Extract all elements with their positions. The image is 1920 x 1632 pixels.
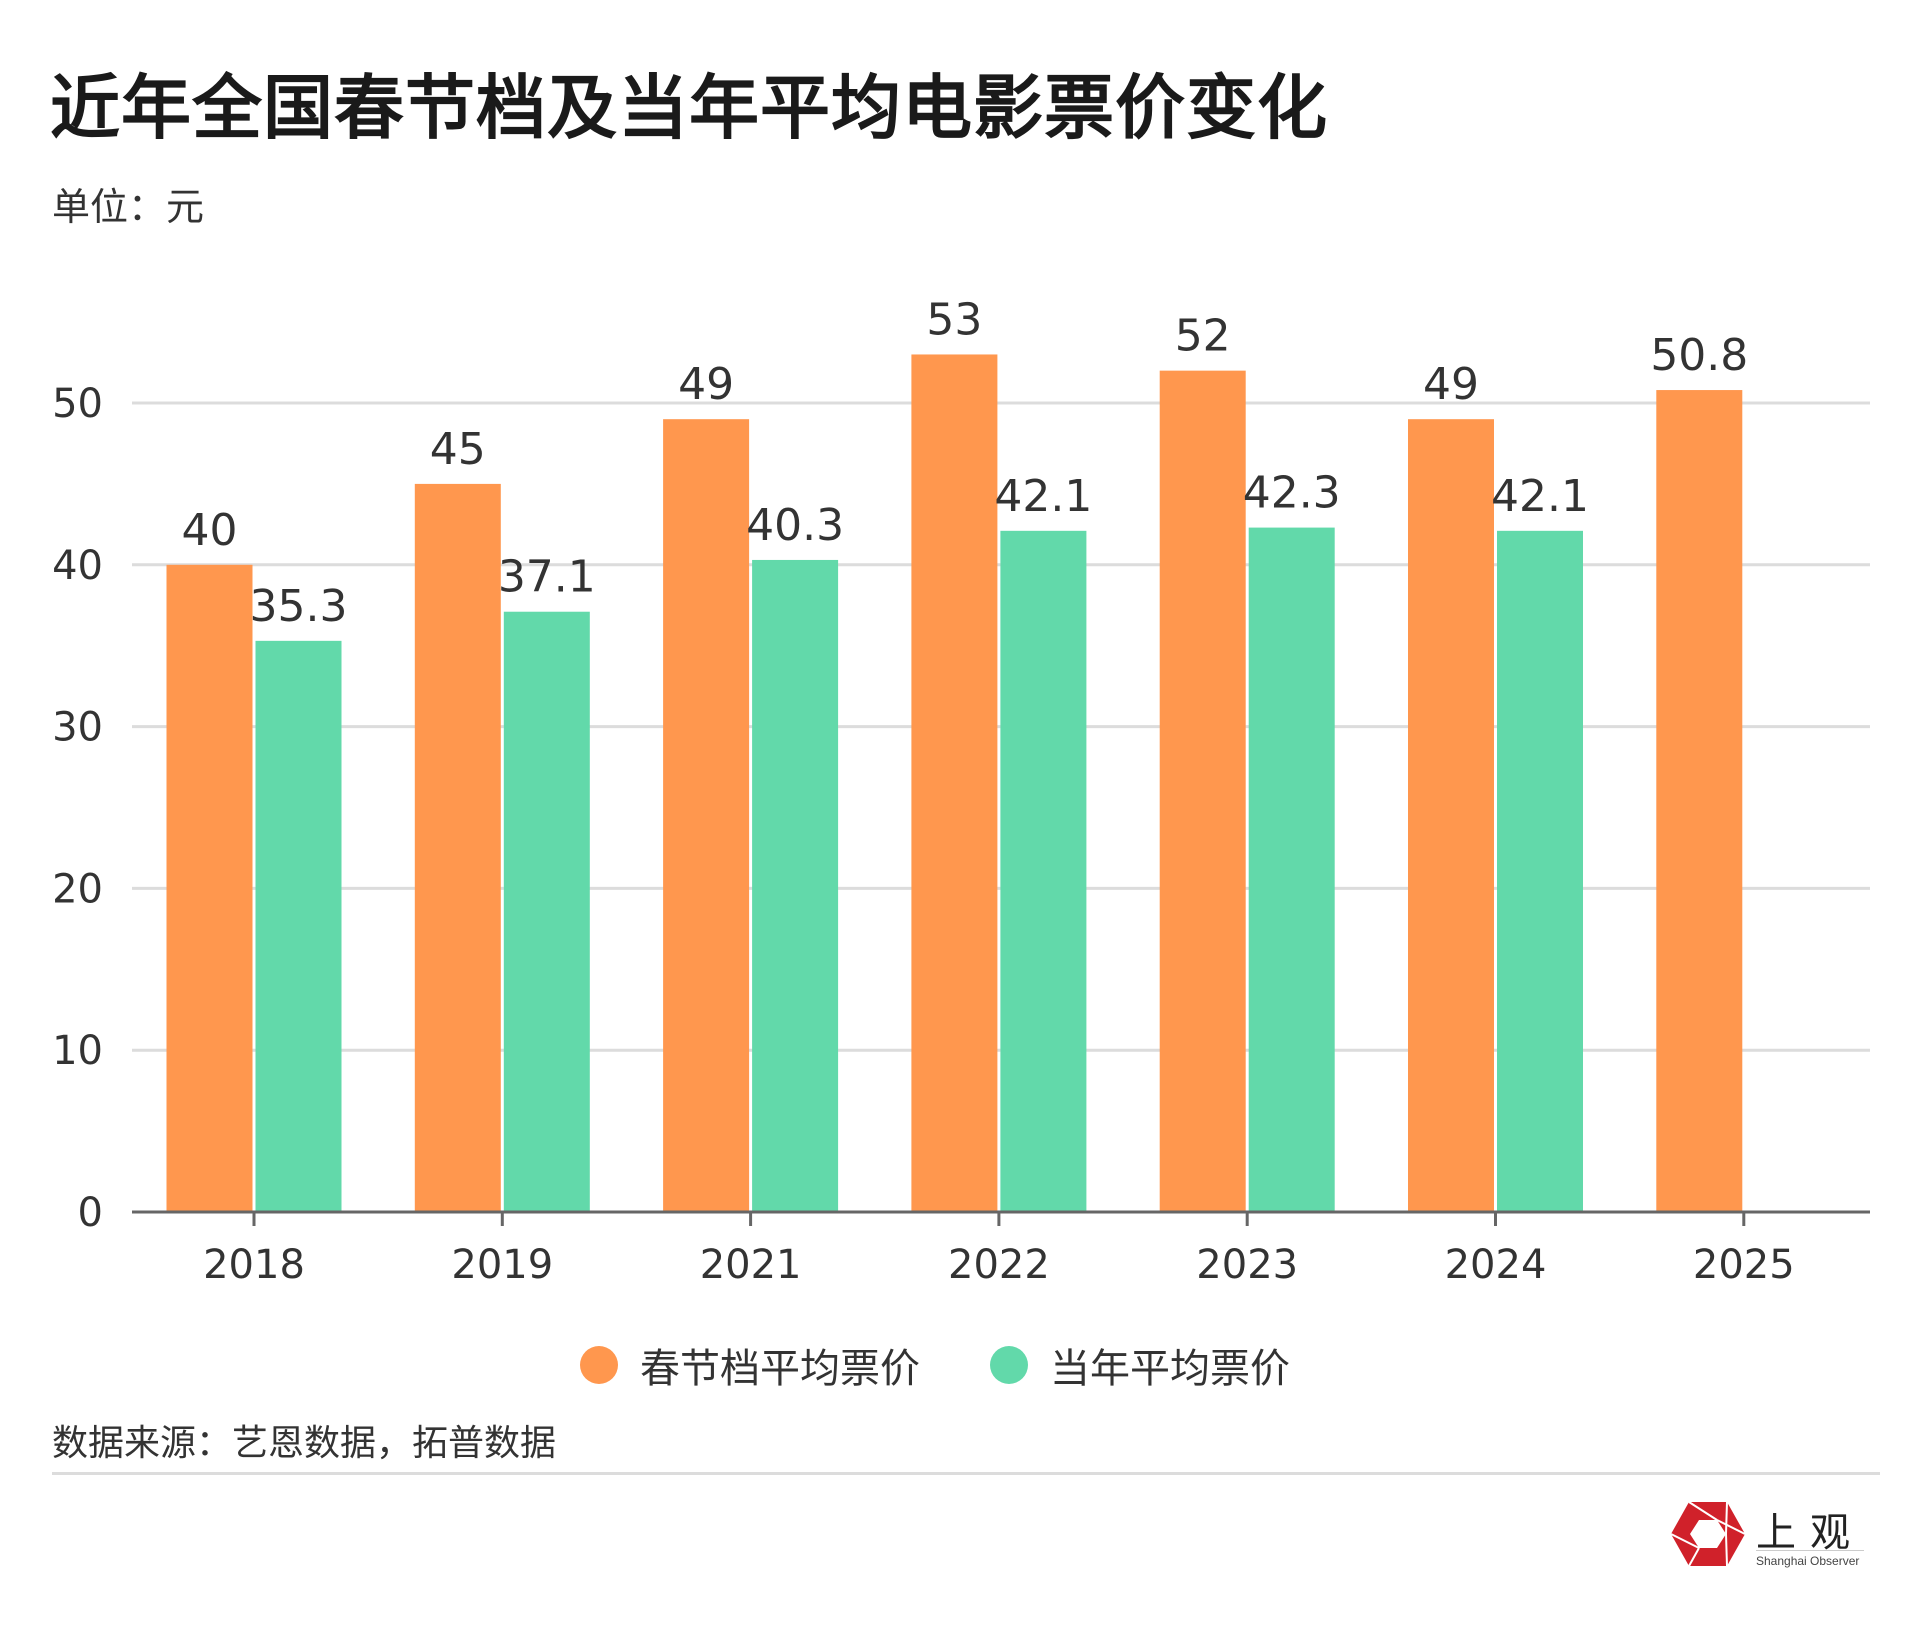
legend: 春节档平均票价 当年平均票价 xyxy=(580,1336,1360,1394)
bar-annual-2022[interactable] xyxy=(1000,530,1087,1212)
logo-divider xyxy=(1756,1550,1864,1551)
x-tick-label: 2025 xyxy=(1693,1242,1795,1288)
legend-item-annual[interactable]: 当年平均票价 xyxy=(990,1336,1290,1394)
bar-spring-festival-2023[interactable] xyxy=(1159,370,1246,1212)
y-tick-label: 0 xyxy=(78,1190,103,1236)
bar-annual-2021[interactable] xyxy=(752,559,839,1212)
x-tick-label: 2024 xyxy=(1445,1242,1547,1288)
bar-spring-festival-2021[interactable] xyxy=(663,419,750,1212)
hexagon-shutter-icon xyxy=(1670,1501,1746,1567)
y-tick-label: 50 xyxy=(52,381,103,427)
bar-annual-2018[interactable] xyxy=(255,640,342,1212)
x-tick-label: 2022 xyxy=(948,1242,1050,1288)
bar-annual-2024[interactable] xyxy=(1497,530,1583,1212)
chart-title: 近年全国春节档及当年平均电影票价变化 xyxy=(50,67,1328,149)
x-axis: 2018 2019 2021 2022 2023 2024 2025 xyxy=(132,1210,1870,1288)
bar-spring-festival-2022[interactable] xyxy=(911,354,998,1213)
y-tick-label: 20 xyxy=(52,866,103,912)
logo-text-en: Shanghai Observer xyxy=(1756,1554,1860,1568)
data-label: 40.3 xyxy=(746,500,844,551)
bar-annual-2023[interactable] xyxy=(1248,527,1335,1212)
y-tick-label: 10 xyxy=(52,1028,103,1074)
data-label: 53 xyxy=(926,294,982,345)
x-tick-label: 2019 xyxy=(451,1242,553,1288)
y-tick-label: 40 xyxy=(52,543,103,589)
data-label: 45 xyxy=(430,424,486,475)
footer-divider xyxy=(52,1472,1880,1475)
data-label: 42.1 xyxy=(1491,471,1589,522)
legend-item-spring-festival[interactable]: 春节档平均票价 xyxy=(580,1336,920,1394)
shanghai-observer-logo: 上观 Shanghai Observer xyxy=(1670,1500,1890,1572)
bar-spring-festival-2019[interactable] xyxy=(414,483,501,1212)
data-label: 50.8 xyxy=(1650,330,1748,381)
logo-text-cn: 上观 xyxy=(1756,1510,1864,1556)
data-label: 49 xyxy=(678,359,734,410)
data-label: 40 xyxy=(182,505,238,556)
x-tick-label: 2021 xyxy=(700,1242,802,1288)
x-tick-label: 2018 xyxy=(203,1242,305,1288)
data-label: 42.3 xyxy=(1243,468,1341,519)
bar-spring-festival-2018[interactable] xyxy=(166,564,253,1212)
x-tick-label: 2023 xyxy=(1196,1242,1298,1288)
data-label: 42.1 xyxy=(994,471,1092,522)
bar-spring-festival-2025[interactable] xyxy=(1656,390,1743,1212)
legend-label: 当年平均票价 xyxy=(1050,1346,1290,1392)
data-label: 35.3 xyxy=(250,581,348,632)
legend-label: 春节档平均票价 xyxy=(640,1346,920,1392)
data-label: 52 xyxy=(1175,311,1231,362)
data-label: 49 xyxy=(1423,359,1479,410)
bar-annual-2019[interactable] xyxy=(503,611,590,1212)
y-axis-tick-labels: 0 10 20 30 40 50 xyxy=(52,381,103,1236)
unit-label: 单位：元 xyxy=(52,185,205,229)
bar-spring-festival-2024[interactable] xyxy=(1408,419,1494,1212)
data-label: 37.1 xyxy=(498,552,596,603)
legend-swatch-teal xyxy=(990,1346,1028,1384)
bars xyxy=(166,354,1743,1213)
y-tick-label: 30 xyxy=(52,705,103,751)
data-source: 数据来源：艺恩数据，拓普数据 xyxy=(52,1423,557,1464)
legend-swatch-orange xyxy=(580,1346,618,1384)
